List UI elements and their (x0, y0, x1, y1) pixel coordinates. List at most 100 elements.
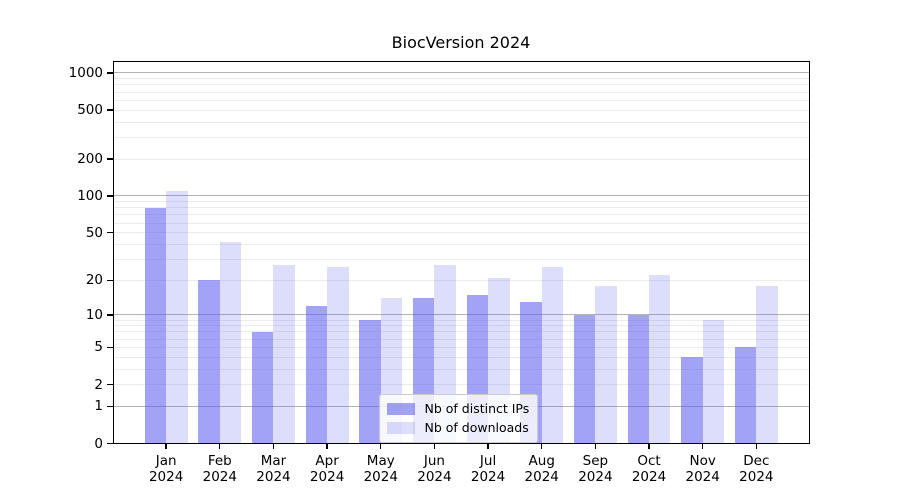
gridline-minor (112, 201, 810, 203)
y-tick-mark (107, 231, 113, 234)
gridline-major (112, 314, 810, 316)
y-tick-label: 100 (77, 187, 103, 204)
x-tick-label: Aug 2024 (524, 452, 559, 486)
x-tick-label: Mar 2024 (256, 452, 291, 486)
y-tick-label: 50 (85, 224, 103, 241)
bar-distinct-ips (359, 320, 381, 444)
bar-distinct-ips (144, 208, 167, 444)
gridline-minor (112, 346, 810, 348)
bar-distinct-ips (198, 280, 220, 444)
y-tick-label: 200 (77, 151, 103, 168)
x-tick-mark (701, 443, 704, 449)
plot-area: Nb of distinct IPs Nb of downloads (112, 61, 810, 444)
y-tick-mark (107, 383, 113, 386)
x-tick-mark (380, 443, 382, 449)
x-tick-mark (272, 443, 275, 449)
legend: Nb of distinct IPs Nb of downloads (378, 394, 539, 443)
gridline-minor (112, 279, 810, 281)
gridline-minor (112, 222, 810, 224)
x-tick-mark (487, 443, 489, 449)
y-tick-label: 10 (85, 306, 103, 323)
gridline-minor (112, 84, 810, 86)
bar-distinct-ips (573, 314, 596, 444)
bar-downloads (273, 264, 295, 444)
y-tick-mark (107, 442, 113, 445)
bar-downloads (595, 285, 617, 444)
gridline-minor (112, 368, 810, 370)
gridline-minor (112, 232, 810, 234)
gridline-minor (112, 325, 810, 327)
gridline-minor (112, 214, 810, 216)
x-tick-label: Sep 2024 (578, 452, 613, 486)
y-tick-label: 500 (77, 102, 103, 119)
y-tick-mark (107, 346, 113, 349)
bar-distinct-ips (734, 347, 757, 444)
x-tick-mark (165, 443, 167, 449)
gridline-major (112, 195, 810, 197)
x-tick-label: Oct 2024 (631, 452, 667, 486)
chart-title: BiocVersion 2024 (391, 33, 531, 52)
gridline-minor (112, 136, 810, 138)
gridline-minor (112, 356, 810, 358)
bar-downloads (166, 190, 188, 444)
x-tick-label: Jan 2024 (148, 452, 184, 486)
x-tick-mark (326, 443, 328, 449)
bar-distinct-ips (681, 357, 703, 444)
gridline-minor (112, 338, 810, 340)
bar-downloads (756, 285, 778, 444)
y-tick-mark (107, 405, 113, 407)
bar-downloads (702, 320, 725, 444)
gridline-minor (112, 243, 810, 245)
y-tick-label: 2 (94, 376, 103, 393)
y-tick-mark (107, 314, 113, 316)
y-tick-mark (107, 279, 113, 281)
bar-downloads (327, 266, 349, 444)
y-tick-label: 1 (94, 398, 103, 415)
x-tick-mark (755, 443, 758, 449)
bar-distinct-ips (627, 314, 650, 444)
gridline-minor (112, 384, 810, 386)
y-tick-label: 0 (94, 435, 103, 452)
x-tick-label: Feb 2024 (202, 452, 237, 486)
y-tick-label: 20 (85, 272, 103, 289)
gridline-major (112, 72, 810, 74)
y-tick-label: 5 (94, 339, 103, 356)
x-tick-label: Apr 2024 (309, 452, 345, 486)
gridline-minor (112, 109, 810, 111)
legend-swatch-distinct-ips (386, 402, 415, 415)
y-tick-mark (107, 158, 113, 160)
x-tick-mark (219, 443, 221, 449)
legend-entry-distinct-ips: Nb of distinct IPs (386, 399, 530, 418)
x-tick-label: May 2024 (363, 452, 398, 486)
y-tick-mark (107, 195, 113, 197)
bar-downloads (649, 275, 671, 444)
legend-entry-downloads: Nb of downloads (386, 418, 530, 437)
gridline-minor (112, 319, 810, 321)
bar-downloads (541, 266, 564, 444)
gridline-minor (112, 91, 810, 93)
x-tick-mark (433, 443, 436, 449)
gridline-minor (112, 158, 810, 160)
legend-label-distinct-ips: Nb of distinct IPs (424, 401, 530, 416)
x-tick-label: Jun 2024 (417, 452, 452, 486)
x-tick-mark (648, 443, 650, 449)
gridline-minor (112, 121, 810, 123)
gridline-minor (112, 78, 810, 80)
x-tick-mark (594, 443, 597, 449)
gridline-minor (112, 331, 810, 333)
x-tick-mark (541, 443, 543, 449)
bar-distinct-ips (252, 331, 274, 444)
bar-downloads (219, 241, 242, 444)
y-tick-mark (107, 72, 113, 74)
y-tick-label: 1000 (68, 64, 103, 81)
x-tick-label: Nov 2024 (685, 452, 720, 486)
gridline-minor (112, 207, 810, 209)
legend-label-downloads: Nb of downloads (424, 420, 529, 435)
x-tick-label: Dec 2024 (739, 452, 774, 486)
x-tick-label: Jul 2024 (470, 452, 506, 486)
gridline-minor (112, 99, 810, 101)
y-tick-mark (107, 109, 113, 111)
gridline-minor (112, 258, 810, 260)
legend-swatch-downloads (386, 421, 415, 434)
